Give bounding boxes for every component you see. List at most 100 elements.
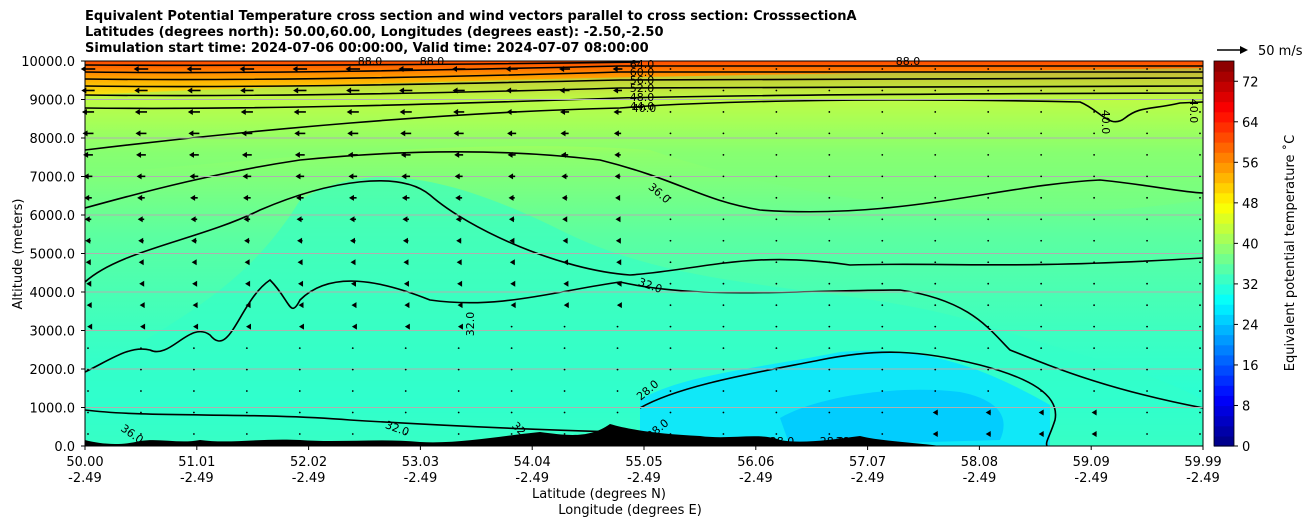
x-tick-label-longitude: -2.49	[68, 471, 102, 486]
wind-vector	[987, 325, 990, 328]
wind-vector	[1146, 390, 1148, 392]
wind-vector	[1146, 218, 1148, 221]
wind-vector	[669, 111, 672, 113]
wind-vector	[1040, 304, 1043, 307]
wind-vector	[669, 433, 672, 435]
wind-vector	[510, 433, 513, 435]
wind-vector	[1199, 68, 1201, 70]
wind-vector	[669, 68, 672, 70]
wind-vector	[140, 411, 142, 414]
x-tick-label-latitude: 53.03	[402, 455, 439, 470]
wind-vector-arrowhead	[932, 409, 938, 416]
wind-vector	[881, 390, 884, 392]
chart-title-line-3: Simulation start time: 2024-07-06 00:00:…	[85, 41, 649, 56]
wind-vector-arrowhead	[404, 302, 410, 309]
wind-vector	[881, 68, 884, 70]
plot-frame	[84, 60, 1204, 447]
wind-vector	[457, 347, 460, 350]
wind-vector	[775, 390, 778, 392]
wind-vector-arrowhead	[452, 66, 458, 72]
wind-vector	[881, 347, 884, 350]
contour-line	[85, 409, 621, 433]
wind-vector	[669, 218, 672, 221]
wind-vector-arrowhead	[348, 194, 354, 201]
contour-label: 44.0	[630, 100, 655, 113]
wind-vector	[1040, 89, 1043, 92]
wind-vector	[934, 282, 937, 285]
wind-vector-arrowhead	[560, 130, 566, 137]
wind-vector-arrowhead	[137, 194, 143, 201]
wind-vector-arrowhead	[350, 237, 356, 244]
y-tick-label: 10000.0	[21, 55, 75, 70]
wind-vector	[828, 390, 831, 392]
wind-vector-arrowhead	[190, 194, 196, 201]
wind-vector-arrowhead	[613, 108, 619, 115]
wind-vector-arrowhead	[187, 108, 193, 115]
wind-vector	[245, 390, 248, 392]
wind-vector	[1199, 175, 1201, 178]
wind-vector	[669, 411, 672, 414]
wind-vector	[1093, 304, 1095, 307]
wind-vector-arrowhead	[239, 66, 245, 72]
colorbar-swatch	[1214, 81, 1234, 92]
wind-vector-arrowhead	[615, 237, 621, 244]
wind-vector	[87, 347, 89, 350]
wind-vector	[934, 132, 937, 135]
wind-vector	[1199, 111, 1201, 113]
wind-vector	[1146, 261, 1148, 264]
wind-vector	[828, 175, 831, 178]
wind-vector-arrowhead	[399, 87, 405, 94]
x-tick-label-latitude: 57.07	[849, 455, 886, 470]
colorbar-label: Equivalent potential temperature ˚C	[1282, 135, 1298, 371]
wind-vector	[1199, 390, 1201, 392]
wind-vector	[1040, 390, 1043, 392]
x-axis-label-longitude: Longitude (degrees E)	[558, 503, 702, 518]
contour-label: 40.0	[1187, 99, 1200, 124]
wind-key: 50 m/s	[1217, 44, 1303, 59]
colorbar-swatch	[1214, 162, 1234, 174]
wind-vector-arrowhead	[400, 151, 406, 158]
wind-vector	[775, 132, 778, 135]
contour-lines	[85, 61, 1203, 446]
x-tick-label-longitude: -2.49	[1186, 471, 1220, 486]
colorbar-swatch	[1214, 152, 1234, 163]
wind-vector	[1146, 89, 1148, 92]
wind-vector-arrowhead	[188, 151, 194, 158]
colorbar-swatch	[1214, 61, 1234, 72]
colorbar-tick-label: 0	[1242, 440, 1250, 455]
wind-vector	[669, 153, 672, 156]
wind-vector-arrowhead	[136, 173, 142, 180]
wind-vector-arrowhead	[559, 87, 565, 94]
wind-vector-arrowhead	[345, 66, 351, 72]
x-tick-label-latitude: 59.99	[1184, 455, 1221, 470]
contour-label: 28.0	[836, 435, 861, 448]
wind-vector	[1093, 218, 1095, 221]
wind-vector	[1199, 433, 1201, 435]
wind-vector	[1040, 347, 1043, 350]
wind-vector	[298, 368, 301, 371]
wind-vector	[934, 261, 937, 264]
wind-vector	[828, 239, 831, 242]
wind-vector	[1040, 153, 1043, 156]
wind-vector	[934, 89, 937, 92]
wind-vector	[510, 325, 513, 328]
wind-vector	[987, 111, 990, 113]
wind-vector	[404, 411, 407, 414]
wind-vector	[563, 325, 566, 328]
y-tick-label: 5000.0	[30, 248, 76, 263]
wind-vector-arrowhead	[140, 323, 146, 330]
colorbar-swatch	[1214, 375, 1234, 386]
wind-vector	[298, 411, 301, 414]
wind-vector-arrowhead	[294, 130, 300, 137]
wind-vector-arrowhead	[505, 66, 511, 72]
wind-vector-arrowhead	[298, 280, 304, 287]
contour-label: 60.0	[630, 66, 655, 79]
colorbar-tick-label: 64	[1242, 116, 1259, 131]
wind-vector-arrowhead	[452, 87, 458, 94]
wind-vector	[245, 368, 248, 371]
colorbar-swatch	[1214, 91, 1234, 103]
contour-line	[639, 351, 1057, 446]
wind-vector	[1093, 111, 1095, 113]
wind-vector-arrowhead	[243, 216, 249, 223]
y-tick-label: 6000.0	[30, 209, 76, 224]
